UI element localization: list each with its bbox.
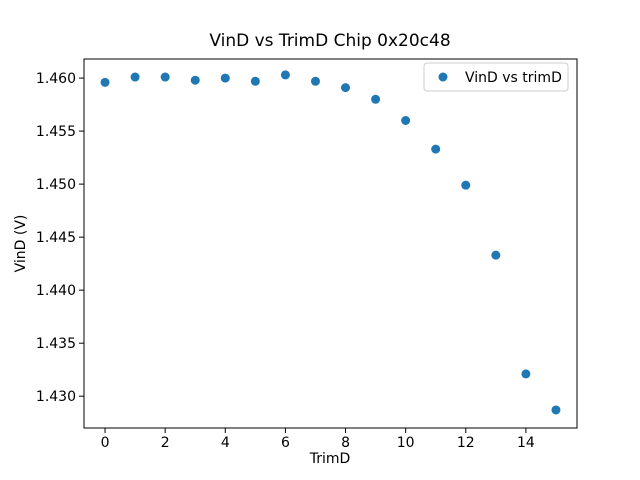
scatter-point [160,72,170,82]
x-tick-label: 12 [457,435,475,451]
x-tick-label: 8 [341,435,350,451]
scatter-point [521,369,531,379]
legend-marker-icon [438,72,448,82]
legend-box [423,62,569,92]
scatter-points [100,70,561,415]
scatter-point [401,116,411,125]
scatter-point [461,180,471,190]
x-tick-label: 6 [281,435,290,451]
scatter-point [310,76,320,86]
scatter-point [341,83,351,93]
x-axis-ticks: 0 2 4 6 8 10 12 14 [101,428,535,451]
scatter-point [220,73,230,83]
x-tick-label: 10 [397,435,415,451]
x-axis-label: TrimD [309,451,351,467]
chart-title: VinD vs TrimD Chip 0x20c48 [209,31,450,51]
y-axis-label: VinD (V) [13,215,29,273]
scatter-point [491,250,501,260]
legend-label: VinD vs trimD [465,70,562,86]
x-tick-label: 0 [101,435,110,451]
x-tick-label: 2 [161,435,170,451]
y-axis-ticks: 1.430 1.435 1.440 1.445 1.450 1.455 1.460 [36,71,84,405]
scatter-point [371,94,381,104]
y-tick-label: 1.460 [36,71,76,87]
y-tick-label: 1.450 [36,177,76,193]
scatter-point [130,72,140,82]
legend: VinD vs trimD [423,62,569,92]
scatter-point [280,70,290,80]
y-tick-label: 1.430 [36,389,76,405]
scatter-point [100,77,110,87]
y-tick-label: 1.445 [36,230,76,246]
x-tick-label: 14 [517,435,535,451]
plot-area [83,58,578,429]
scatter-point [250,76,260,86]
x-tick-label: 4 [221,435,230,451]
y-tick-label: 1.435 [36,336,76,352]
scatter-point [431,144,441,154]
y-tick-label: 1.455 [36,124,76,140]
scatter-point [551,405,561,415]
y-tick-label: 1.440 [36,283,76,299]
scatter-point [190,75,200,85]
